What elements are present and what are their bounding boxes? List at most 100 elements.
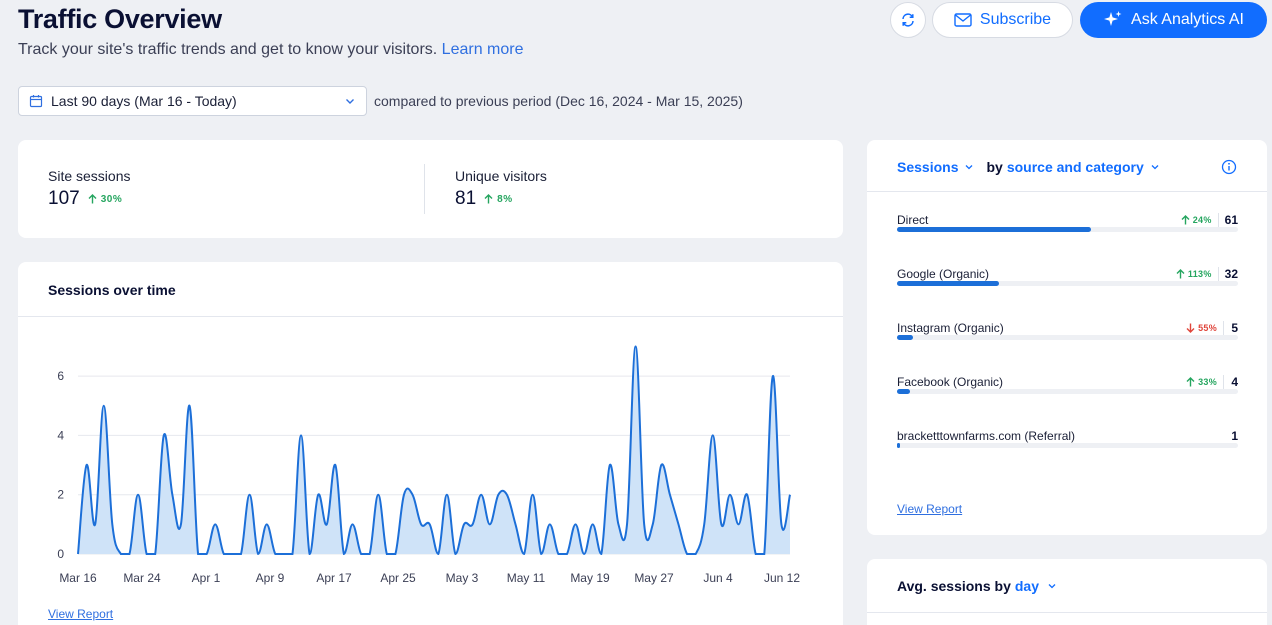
source-row[interactable]: Facebook (Organic) 33% 4 bbox=[897, 375, 1238, 415]
source-row[interactable]: Instagram (Organic) 55% 5 bbox=[897, 321, 1238, 361]
data-point[interactable] bbox=[369, 553, 371, 555]
data-point[interactable] bbox=[780, 523, 782, 525]
data-point[interactable] bbox=[274, 553, 276, 555]
data-point[interactable] bbox=[386, 553, 388, 555]
data-point[interactable] bbox=[137, 494, 139, 496]
chevron-down-icon[interactable] bbox=[1150, 162, 1160, 172]
data-point[interactable] bbox=[197, 553, 199, 555]
data-point[interactable] bbox=[617, 523, 619, 525]
refresh-button[interactable] bbox=[890, 2, 926, 38]
data-point[interactable] bbox=[523, 553, 525, 555]
source-row[interactable]: Direct 24% 61 bbox=[897, 213, 1238, 253]
data-point[interactable] bbox=[189, 405, 191, 407]
sources-view-report-link[interactable]: View Report bbox=[897, 502, 963, 516]
data-point[interactable] bbox=[240, 553, 242, 555]
ask-analytics-ai-button[interactable]: Ask Analytics AI bbox=[1080, 2, 1267, 38]
data-point[interactable] bbox=[532, 494, 534, 496]
data-point[interactable] bbox=[86, 464, 88, 466]
data-point[interactable] bbox=[206, 553, 208, 555]
data-point[interactable] bbox=[309, 553, 311, 555]
data-point[interactable] bbox=[326, 523, 328, 525]
data-point[interactable] bbox=[300, 434, 302, 436]
source-row[interactable]: bracketttownfarms.com (Referral) 1 bbox=[897, 429, 1238, 469]
data-point[interactable] bbox=[334, 464, 336, 466]
data-point[interactable] bbox=[635, 345, 637, 347]
data-point[interactable] bbox=[103, 405, 105, 407]
data-point[interactable] bbox=[120, 553, 122, 555]
data-point[interactable] bbox=[257, 553, 259, 555]
data-point[interactable] bbox=[583, 553, 585, 555]
data-point[interactable] bbox=[154, 553, 156, 555]
data-point[interactable] bbox=[394, 553, 396, 555]
data-point[interactable] bbox=[403, 494, 405, 496]
data-point[interactable] bbox=[703, 523, 705, 525]
data-point[interactable] bbox=[652, 523, 654, 525]
data-point[interactable] bbox=[146, 553, 148, 555]
data-point[interactable] bbox=[94, 523, 96, 525]
data-point[interactable] bbox=[111, 523, 113, 525]
chevron-down-icon[interactable] bbox=[1047, 581, 1057, 591]
data-point[interactable] bbox=[497, 494, 499, 496]
data-point[interactable] bbox=[437, 553, 439, 555]
data-point[interactable] bbox=[549, 523, 551, 525]
data-point[interactable] bbox=[677, 523, 679, 525]
data-point[interactable] bbox=[317, 494, 319, 496]
data-point[interactable] bbox=[454, 553, 456, 555]
info-icon[interactable] bbox=[1221, 159, 1237, 175]
chart-view-report-link[interactable]: View Report bbox=[48, 607, 114, 621]
data-point[interactable] bbox=[660, 464, 662, 466]
data-point[interactable] bbox=[343, 553, 345, 555]
data-point[interactable] bbox=[712, 434, 714, 436]
source-row[interactable]: Google (Organic) 113% 32 bbox=[897, 267, 1238, 307]
data-point[interactable] bbox=[557, 553, 559, 555]
data-point[interactable] bbox=[128, 553, 130, 555]
subscribe-button[interactable]: Subscribe bbox=[932, 2, 1073, 38]
data-point[interactable] bbox=[429, 523, 431, 525]
data-point[interactable] bbox=[77, 553, 79, 555]
data-point[interactable] bbox=[463, 523, 465, 525]
data-point[interactable] bbox=[575, 523, 577, 525]
data-point[interactable] bbox=[472, 523, 474, 525]
data-point[interactable] bbox=[746, 494, 748, 496]
data-point[interactable] bbox=[609, 464, 611, 466]
data-point[interactable] bbox=[540, 553, 542, 555]
data-point[interactable] bbox=[592, 523, 594, 525]
data-point[interactable] bbox=[695, 553, 697, 555]
data-point[interactable] bbox=[163, 434, 165, 436]
date-range-select[interactable]: Last 90 days (Mar 16 - Today) bbox=[18, 86, 367, 116]
data-point[interactable] bbox=[420, 523, 422, 525]
data-point[interactable] bbox=[729, 494, 731, 496]
data-point[interactable] bbox=[643, 523, 645, 525]
data-point[interactable] bbox=[489, 523, 491, 525]
data-point[interactable] bbox=[231, 553, 233, 555]
dimension-dropdown[interactable]: source and category bbox=[1006, 159, 1144, 175]
data-point[interactable] bbox=[291, 553, 293, 555]
data-point[interactable] bbox=[223, 553, 225, 555]
data-point[interactable] bbox=[626, 523, 628, 525]
data-point[interactable] bbox=[686, 553, 688, 555]
data-point[interactable] bbox=[480, 494, 482, 496]
chevron-down-icon[interactable] bbox=[964, 162, 974, 172]
data-point[interactable] bbox=[738, 523, 740, 525]
data-point[interactable] bbox=[377, 494, 379, 496]
data-point[interactable] bbox=[763, 553, 765, 555]
data-point[interactable] bbox=[249, 494, 251, 496]
data-point[interactable] bbox=[412, 494, 414, 496]
period-dropdown[interactable]: day bbox=[1014, 578, 1039, 594]
data-point[interactable] bbox=[283, 553, 285, 555]
data-point[interactable] bbox=[566, 553, 568, 555]
data-point[interactable] bbox=[446, 494, 448, 496]
data-point[interactable] bbox=[514, 523, 516, 525]
data-point[interactable] bbox=[180, 523, 182, 525]
data-point[interactable] bbox=[360, 553, 362, 555]
data-point[interactable] bbox=[789, 494, 791, 496]
data-point[interactable] bbox=[755, 553, 757, 555]
data-point[interactable] bbox=[720, 523, 722, 525]
learn-more-link[interactable]: Learn more bbox=[441, 41, 524, 58]
data-point[interactable] bbox=[772, 375, 774, 377]
data-point[interactable] bbox=[214, 523, 216, 525]
data-point[interactable] bbox=[600, 553, 602, 555]
data-point[interactable] bbox=[506, 494, 508, 496]
data-point[interactable] bbox=[171, 494, 173, 496]
metric-dropdown[interactable]: Sessions bbox=[897, 159, 959, 175]
